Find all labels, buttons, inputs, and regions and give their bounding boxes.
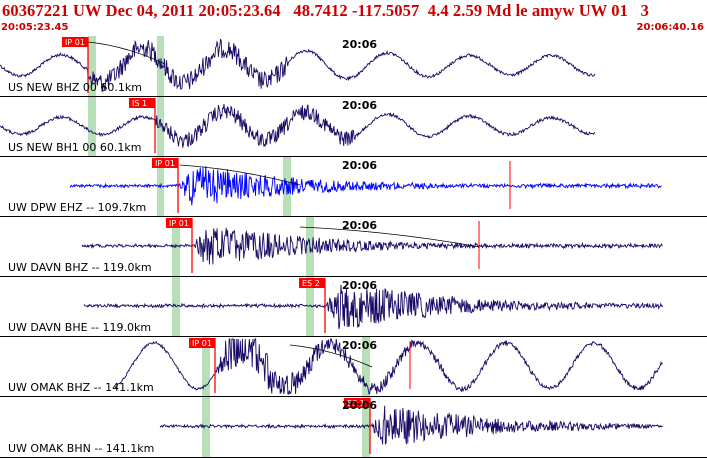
- arrival-window: [202, 337, 210, 397]
- waveform: [114, 338, 663, 395]
- pick-flag[interactable]: [344, 398, 370, 408]
- pick-flag[interactable]: [62, 37, 88, 47]
- travel-time-curve: [289, 344, 373, 368]
- pick-label: IS 1: [132, 99, 147, 108]
- event-header: 60367221 UW Dec 04, 2011 20:05:23.64 48.…: [0, 0, 707, 36]
- pick-flag[interactable]: [299, 278, 325, 288]
- waveform: [0, 38, 596, 93]
- travel-time-curve: [179, 164, 301, 186]
- pick-label: IP 01: [192, 339, 212, 348]
- station-label: UW OMAK BHN -- 141.1km: [8, 442, 154, 455]
- station-label: UW DAVN BHZ -- 119.0km: [8, 261, 152, 274]
- pick-label: IP 01: [65, 38, 85, 47]
- arrival-window: [88, 97, 96, 157]
- travel-time-curve: [299, 226, 481, 248]
- arrival-window: [202, 397, 210, 458]
- time-tick-label: 20:06: [342, 399, 377, 412]
- pick-label: IP 01: [169, 219, 189, 228]
- trace-6[interactable]: IP 01 20:06 UW OMAK BHZ -- 141.1km: [0, 337, 707, 397]
- travel-time-curve: [87, 41, 166, 65]
- start-time: 20:05:23.45: [1, 22, 69, 33]
- arrival-window: [362, 337, 370, 397]
- time-tick-label: 20:06: [342, 38, 377, 51]
- station-label: US NEW BH1 00 60.1km: [8, 141, 141, 154]
- station-label: US NEW BHZ 00 60.1km: [8, 81, 142, 94]
- pick-label: ES 1: [347, 399, 365, 408]
- trace-1[interactable]: IP 01 20:06 US NEW BHZ 00 60.1km: [0, 36, 707, 97]
- pick-label: ES 2: [302, 279, 320, 288]
- trace-2[interactable]: IS 1 20:06 US NEW BH1 00 60.1km: [0, 97, 707, 157]
- pick-flag[interactable]: [129, 98, 155, 108]
- pick-flag[interactable]: [189, 338, 215, 348]
- station-label: UW DAVN BHE -- 119.0km: [8, 321, 151, 334]
- event-title: 60367221 UW Dec 04, 2011 20:05:23.64 48.…: [2, 1, 649, 20]
- waveform: [159, 405, 663, 445]
- time-tick-label: 20:06: [342, 159, 377, 172]
- time-tick-label: 20:06: [342, 99, 377, 112]
- time-tick-label: 20:06: [342, 339, 377, 352]
- pick-flag[interactable]: [152, 158, 178, 168]
- waveform: [81, 227, 663, 265]
- trace-4[interactable]: IP 01 20:06 UW DAVN BHZ -- 119.0km: [0, 217, 707, 277]
- arrival-window: [306, 277, 314, 337]
- time-tick-label: 20:06: [342, 219, 377, 232]
- pick-flag[interactable]: [166, 218, 192, 228]
- trace-panel: IP 01 20:06 US NEW BHZ 00 60.1km IS 1 20:06 U…: [0, 36, 707, 458]
- pick-label: IP 01: [155, 159, 175, 168]
- trace-3[interactable]: IP 01 20:06 UW DPW EHZ -- 109.7km: [0, 157, 707, 217]
- trace-5[interactable]: ES 2 20:06 UW DAVN BHE -- 119.0km: [0, 277, 707, 337]
- waveform: [0, 104, 596, 148]
- arrival-window: [362, 397, 370, 458]
- arrival-window: [157, 97, 164, 157]
- end-time: 20:06:40.16: [636, 22, 704, 33]
- arrival-window: [88, 36, 96, 97]
- waveform: [69, 166, 662, 206]
- trace-7[interactable]: ES 120:06 UW OMAK BHN -- 141.1km: [0, 397, 707, 458]
- station-label: UW DPW EHZ -- 109.7km: [8, 201, 146, 214]
- seismogram-stack: IP 01 20:06 US NEW BHZ 00 60.1km IS 1 20:06 U…: [0, 36, 707, 458]
- station-label: UW OMAK BHZ -- 141.1km: [8, 381, 154, 394]
- waveform: [83, 284, 664, 330]
- time-tick-label: 20:06: [342, 279, 377, 292]
